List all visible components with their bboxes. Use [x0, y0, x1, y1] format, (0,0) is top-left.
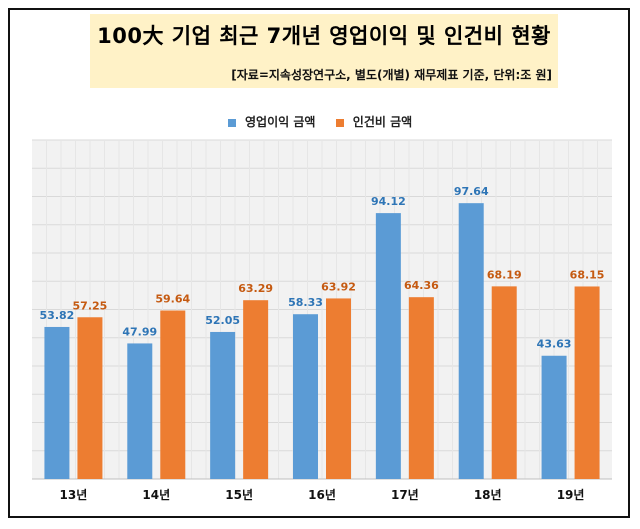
bar-labor-cost — [408, 297, 434, 479]
data-label-operating-profit: 52.05 — [205, 314, 240, 327]
data-label-operating-profit: 97.64 — [454, 185, 489, 198]
x-tick-label: 18년 — [474, 488, 502, 502]
data-label-labor-cost: 68.19 — [487, 268, 522, 281]
bar-operating-profit — [375, 213, 401, 479]
data-label-operating-profit: 43.63 — [537, 338, 572, 351]
legend-label-operating-profit: 영업이익 금액 — [245, 115, 316, 129]
legend: 영업이익 금액 인건비 금액 — [0, 113, 640, 130]
data-label-labor-cost: 59.64 — [155, 293, 190, 306]
bar-operating-profit — [458, 203, 484, 480]
x-tick-label: 17년 — [391, 488, 419, 502]
x-tick-label: 15년 — [225, 488, 253, 502]
legend-label-labor-cost: 인건비 금액 — [352, 115, 413, 129]
data-label-labor-cost: 57.25 — [73, 299, 108, 312]
bar-labor-cost — [491, 286, 517, 479]
bar-operating-profit — [293, 314, 318, 479]
data-label-operating-profit: 58.33 — [288, 296, 323, 309]
legend-swatch-labor-cost — [335, 118, 344, 127]
x-tick-label: 19년 — [557, 488, 585, 502]
title-box: 100大 기업 최근 7개년 영업이익 및 인건비 현황 [자료=지속성장연구소… — [90, 14, 558, 88]
data-label-operating-profit: 47.99 — [122, 325, 157, 338]
bar-labor-cost — [243, 300, 269, 479]
legend-swatch-operating-profit — [227, 118, 236, 127]
data-label-operating-profit: 53.82 — [40, 309, 75, 322]
data-label-labor-cost: 64.36 — [404, 279, 439, 292]
bar-operating-profit — [541, 355, 567, 479]
data-label-labor-cost: 63.92 — [321, 280, 356, 293]
x-tick-label: 16년 — [308, 488, 336, 502]
bar-operating-profit — [210, 331, 236, 479]
x-tick-label: 13년 — [60, 488, 88, 502]
bar-labor-cost — [326, 298, 351, 479]
bar-labor-cost — [574, 286, 600, 479]
data-label-labor-cost: 68.15 — [570, 268, 605, 281]
chart-subtitle: [자료=지속성장연구소, 별도(개별) 재무제표 기준, 단위:조 원] — [231, 68, 552, 82]
x-tick-label: 14년 — [142, 488, 170, 502]
bar-operating-profit — [127, 343, 153, 479]
legend-item-labor-cost: 인건비 금액 — [335, 113, 413, 130]
legend-item-operating-profit: 영업이익 금액 — [227, 113, 316, 130]
bar-labor-cost — [160, 310, 186, 479]
bar-labor-cost — [77, 317, 103, 479]
data-label-labor-cost: 63.29 — [238, 282, 273, 295]
data-label-operating-profit: 94.12 — [371, 195, 406, 208]
bar-operating-profit — [44, 326, 70, 479]
chart-title: 100大 기업 최근 7개년 영업이익 및 인건비 현황 — [97, 24, 551, 48]
